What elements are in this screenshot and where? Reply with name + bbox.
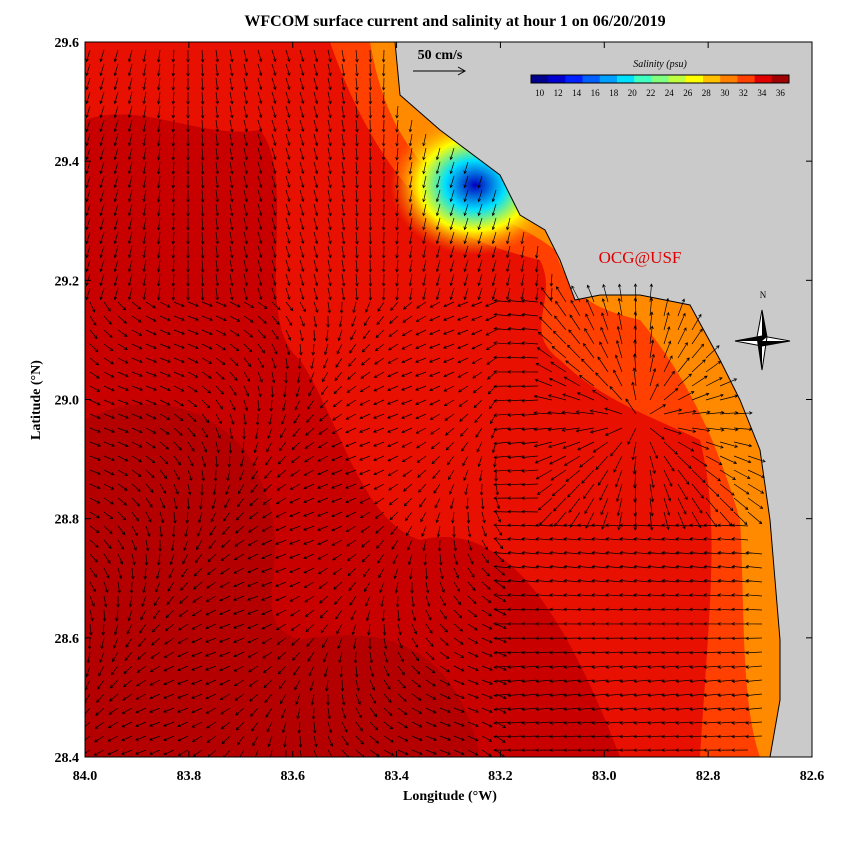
colorbar-swatch xyxy=(685,75,704,83)
colorbar-swatch xyxy=(565,75,583,83)
credit: OCG@USF xyxy=(599,248,682,267)
scale-label: 50 cm/s xyxy=(418,48,463,63)
colorbar-tick-label: 36 xyxy=(776,88,786,98)
colorbar-swatch xyxy=(548,75,566,83)
colorbar-tick-label: 16 xyxy=(591,88,601,98)
colorbar-swatch xyxy=(703,75,721,83)
colorbar-swatch xyxy=(754,75,773,83)
colorbar-tick-label: 10 xyxy=(535,88,545,98)
y-tick-label: 28.4 xyxy=(55,751,80,766)
colorbar-swatch xyxy=(720,75,738,83)
colorbar-swatch xyxy=(668,75,687,83)
colorbar-tick-label: 18 xyxy=(609,88,619,98)
x-tick-label: 82.6 xyxy=(800,769,825,784)
x-tick-label: 83.4 xyxy=(384,769,409,784)
x-tick-label: 83.6 xyxy=(280,769,305,784)
x-axis-label: Longitude (°W) xyxy=(403,789,497,804)
colorbar-tick-label: 20 xyxy=(628,88,638,98)
compass-label: N xyxy=(760,290,767,300)
colorbar-frame xyxy=(530,74,790,84)
colorbar-tick-label: 12 xyxy=(554,88,563,98)
y-tick-label: 29.6 xyxy=(55,36,80,51)
colorbar-swatch xyxy=(617,75,635,83)
colorbar-swatch xyxy=(651,75,669,83)
y-axis-label: Latitude (°N) xyxy=(29,360,44,440)
colorbar-swatch xyxy=(599,75,618,83)
colorbar-tick-label: 22 xyxy=(646,88,655,98)
colorbar-tick-label: 14 xyxy=(572,88,582,98)
y-tick-label: 29.2 xyxy=(55,274,80,289)
colorbar: 10 12 14 16 18 20 22 24 26 28 30 32 34 36 xyxy=(530,74,790,98)
current-vectors xyxy=(85,49,766,757)
colorbar-tick-label: 34 xyxy=(757,88,767,98)
vector-arrows xyxy=(85,49,766,757)
colorbar-swatch xyxy=(531,75,549,83)
x-tick-label: 83.8 xyxy=(177,769,202,784)
y-tick-label: 29.0 xyxy=(55,394,80,409)
y-tick-label: 28.6 xyxy=(55,632,80,647)
scale-arrow xyxy=(413,66,467,76)
colorbar-tick-label: 28 xyxy=(702,88,712,98)
map-area xyxy=(85,42,812,757)
x-tick-label: 84.0 xyxy=(73,769,98,784)
x-tick-label: 83.2 xyxy=(488,769,513,784)
land xyxy=(394,42,812,757)
colorbar-swatch xyxy=(737,75,755,83)
x-tick-label: 83.0 xyxy=(592,769,617,784)
y-tick-label: 28.8 xyxy=(55,513,80,528)
saline-zone xyxy=(85,403,480,757)
colorbar-tick-label: 24 xyxy=(665,88,675,98)
colorbar-title: Salinity (psu) xyxy=(633,59,687,70)
colorbar-swatch xyxy=(634,75,652,83)
colorbar-tick-label: 32 xyxy=(739,88,748,98)
colorbar-tick-label: 30 xyxy=(720,88,730,98)
colorbar-swatch xyxy=(582,75,601,83)
colorbar-tick-label: 26 xyxy=(683,88,693,98)
chart-title: WFCOM surface current and salinity at ho… xyxy=(244,13,665,30)
compass xyxy=(734,309,791,371)
colorbar-swatch xyxy=(771,75,790,83)
y-tick-label: 29.4 xyxy=(55,155,80,170)
x-tick-label: 82.8 xyxy=(696,769,721,784)
